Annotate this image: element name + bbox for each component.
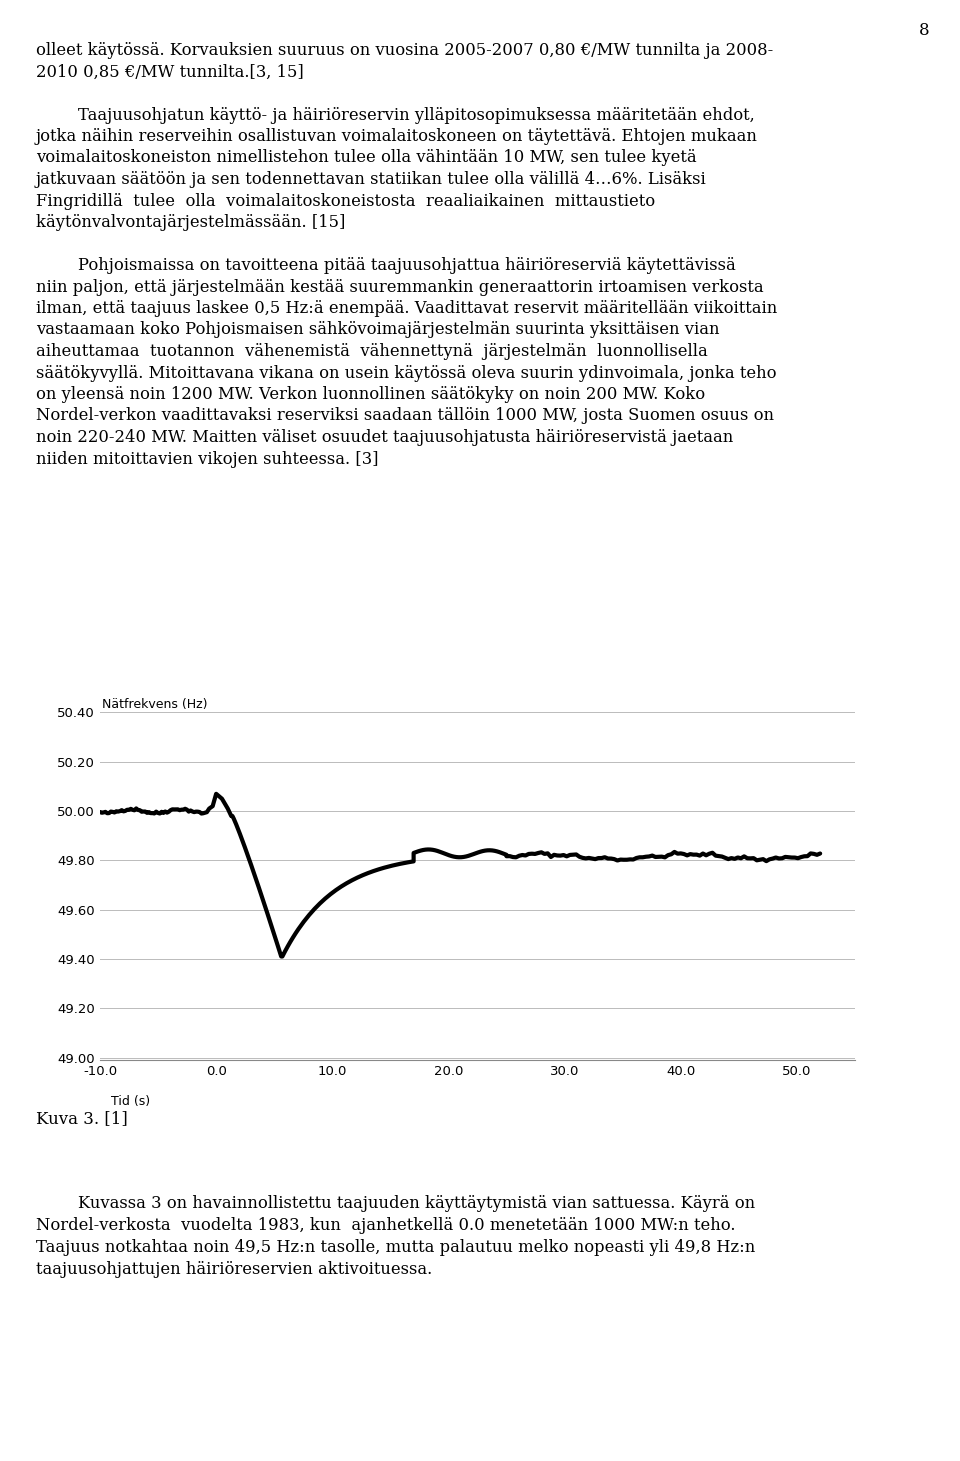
Text: 8: 8 [920, 22, 930, 39]
Text: jatkuvaan säätöön ja sen todennettavan statiikan tulee olla välillä 4…6%. Lisäks: jatkuvaan säätöön ja sen todennettavan s… [36, 171, 707, 188]
Text: Kuvassa 3 on havainnollistettu taajuuden käyttäytymistä vian sattuessa. Käyrä on: Kuvassa 3 on havainnollistettu taajuuden… [36, 1195, 756, 1213]
Text: Nordel-verkosta  vuodelta 1983, kun  ajanhetkellä 0.0 menetetään 1000 MW:n teho.: Nordel-verkosta vuodelta 1983, kun ajanh… [36, 1217, 735, 1235]
Text: ilman, että taajuus laskee 0,5 Hz:ä enempää. Vaadittavat reservit määritellään v: ilman, että taajuus laskee 0,5 Hz:ä enem… [36, 300, 778, 317]
Text: taajuusohjattujen häiriöreservien aktivoituessa.: taajuusohjattujen häiriöreservien aktivo… [36, 1261, 432, 1278]
Text: Fingridillä  tulee  olla  voimalaitoskoneistosta  reaaliaikainen  mittaustieto: Fingridillä tulee olla voimalaitoskoneis… [36, 193, 655, 209]
Text: Nätfrekvens (Hz): Nätfrekvens (Hz) [103, 698, 207, 712]
Text: niin paljon, että järjestelmään kestää suuremmankin generaattorin irtoamisen ver: niin paljon, että järjestelmään kestää s… [36, 279, 763, 295]
X-axis label: Tid (s): Tid (s) [110, 1094, 150, 1107]
Text: Taajuusohjatun käyttö- ja häiriöreservin ylläpitosopimuksessa määritetään ehdot,: Taajuusohjatun käyttö- ja häiriöreservin… [36, 107, 755, 124]
Text: Nordel-verkon vaadittavaksi reserviksi saadaan tällöin 1000 MW, josta Suomen osu: Nordel-verkon vaadittavaksi reserviksi s… [36, 408, 774, 425]
Text: on yleensä noin 1200 MW. Verkon luonnollinen säätökyky on noin 200 MW. Koko: on yleensä noin 1200 MW. Verkon luonnoll… [36, 386, 706, 403]
Text: Pohjoismaissa on tavoitteena pitää taajuusohjattua häiriöreserviä käytettävissä: Pohjoismaissa on tavoitteena pitää taaju… [36, 257, 735, 275]
Text: vastaamaan koko Pohjoismaisen sähkövoimajärjestelmän suurinta yksittäisen vian: vastaamaan koko Pohjoismaisen sähkövoima… [36, 321, 719, 339]
Text: 2010 0,85 €/MW tunnilta.[3, 15]: 2010 0,85 €/MW tunnilta.[3, 15] [36, 63, 303, 80]
Text: voimalaitoskoneiston nimellistehon tulee olla vähintään 10 MW, sen tulee kyetä: voimalaitoskoneiston nimellistehon tulee… [36, 149, 697, 167]
Text: olleet käytössä. Korvauksien suuruus on vuosina 2005-2007 0,80 €/MW tunnilta ja : olleet käytössä. Korvauksien suuruus on … [36, 42, 773, 58]
Text: Kuva 3. [1]: Kuva 3. [1] [36, 1110, 128, 1126]
Text: aiheuttamaa  tuotannon  vähenemistä  vähennettynä  järjestelmän  luonnollisella: aiheuttamaa tuotannon vähenemistä vähenn… [36, 343, 708, 359]
Text: noin 220-240 MW. Maitten väliset osuudet taajuusohjatusta häiriöreservistä jaeta: noin 220-240 MW. Maitten väliset osuudet… [36, 430, 733, 446]
Text: niiden mitoittavien vikojen suhteessa. [3]: niiden mitoittavien vikojen suhteessa. [… [36, 450, 378, 468]
Text: jotka näihin reserveihin osallistuvan voimalaitoskoneen on täytettävä. Ehtojen m: jotka näihin reserveihin osallistuvan vo… [36, 129, 757, 145]
Text: säätökyvyllä. Mitoittavana vikana on usein käytössä oleva suurin ydinvoimala, jo: säätökyvyllä. Mitoittavana vikana on use… [36, 364, 777, 381]
Text: käytönvalvontajärjestelmässään. [15]: käytönvalvontajärjestelmässään. [15] [36, 213, 346, 231]
Text: Taajuus notkahtaa noin 49,5 Hz:n tasolle, mutta palautuu melko nopeasti yli 49,8: Taajuus notkahtaa noin 49,5 Hz:n tasolle… [36, 1239, 756, 1256]
